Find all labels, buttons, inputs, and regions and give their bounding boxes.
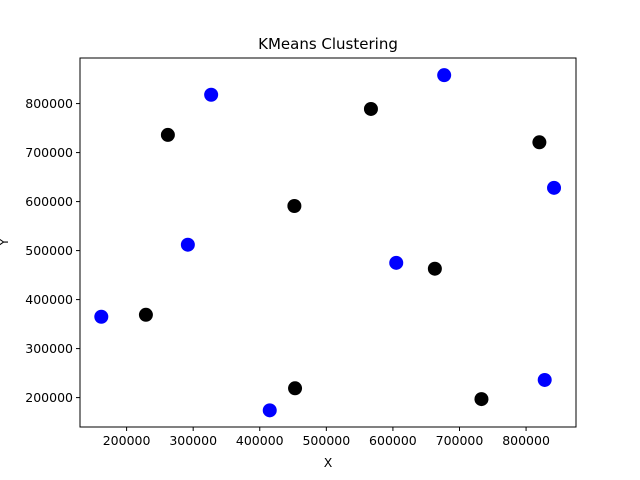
x-tick-label: 800000 — [502, 433, 550, 448]
x-axis: 200000 300000 400000 500000 600000 700000 8000… — [103, 427, 550, 448]
x-tick-label: 300000 — [169, 433, 217, 448]
chart-title: KMeans Clustering — [258, 35, 398, 53]
blue-cluster-point — [437, 68, 452, 83]
black-cluster-point — [532, 135, 547, 150]
blue-cluster-point — [537, 372, 552, 387]
black-cluster-point — [427, 261, 442, 276]
blue-cluster-point — [389, 255, 404, 270]
y-tick-label: 400000 — [25, 292, 73, 307]
black-cluster-point — [138, 307, 153, 322]
plot-area — [79, 57, 577, 428]
x-axis-label: X — [324, 455, 333, 470]
y-tick-label: 600000 — [25, 194, 73, 209]
y-tick-label: 200000 — [25, 390, 73, 405]
black-cluster-point — [160, 127, 175, 142]
y-axis-label: Y — [0, 238, 11, 247]
x-tick-label: 500000 — [302, 433, 350, 448]
blue-cluster-point — [94, 309, 109, 324]
y-tick-label: 700000 — [25, 145, 73, 160]
x-tick-label: 700000 — [436, 433, 484, 448]
y-tick-label: 800000 — [25, 96, 73, 111]
blue-cluster-point — [180, 237, 195, 252]
black-cluster-point — [287, 198, 302, 213]
black-cluster-point — [474, 392, 489, 407]
x-tick-label: 200000 — [103, 433, 151, 448]
y-axis: 200000 300000 400000 500000 600000 700000 8000… — [25, 96, 80, 405]
x-tick-label: 600000 — [369, 433, 417, 448]
blue-cluster-point — [204, 87, 219, 102]
black-cluster-point — [288, 381, 303, 396]
data-points — [94, 68, 562, 418]
black-cluster-point — [363, 101, 378, 116]
x-tick-label: 400000 — [236, 433, 284, 448]
blue-cluster-point — [262, 403, 277, 418]
blue-cluster-point — [547, 180, 562, 195]
y-tick-label: 300000 — [25, 341, 73, 356]
y-tick-label: 500000 — [25, 243, 73, 258]
